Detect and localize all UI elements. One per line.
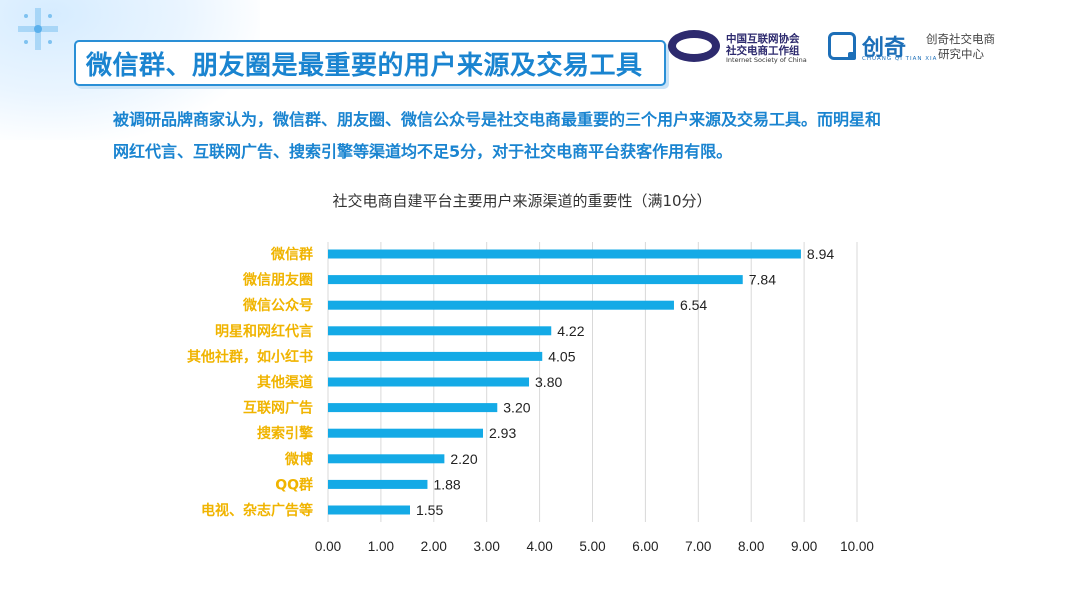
bar xyxy=(328,326,552,336)
category-label: 其他社群，如小红书 xyxy=(187,348,313,365)
category-label: 互联网广告 xyxy=(243,400,313,417)
data-label: 4.22 xyxy=(557,323,584,339)
data-label: 7.84 xyxy=(749,272,776,288)
category-label: 其他渠道 xyxy=(257,374,313,391)
bar xyxy=(328,377,530,387)
bar xyxy=(328,479,428,489)
bar xyxy=(328,351,543,361)
category-label: 微信公众号 xyxy=(242,297,313,314)
chuangqi-brand: 创奇 xyxy=(862,36,907,61)
data-label: 3.80 xyxy=(535,374,562,390)
chuangqi-pinyin: CHUANG QI TIAN XIA xyxy=(862,56,938,62)
data-label: 2.20 xyxy=(450,451,477,467)
x-tick-label: 2.00 xyxy=(421,539,447,554)
x-tick-label: 7.00 xyxy=(685,539,711,554)
x-tick-label: 6.00 xyxy=(632,539,658,554)
intro-line-1: 被调研品牌商家认为，微信群、朋友圈、微信公众号是社交电商最重要的三个用户来源及交… xyxy=(113,110,882,129)
chuangqi-org-line1: 创奇社交电商 xyxy=(926,32,995,46)
data-label: 4.05 xyxy=(548,348,575,364)
isc-logo: 中国互联网协会 社交电商工作组 Internet Society of Chin… xyxy=(668,30,808,66)
x-tick-label: 9.00 xyxy=(791,539,817,554)
isc-name-line2: 社交电商工作组 xyxy=(726,45,800,57)
x-tick-label: 3.00 xyxy=(474,539,500,554)
chuangqi-q-dot xyxy=(848,52,856,60)
bar xyxy=(328,275,743,285)
bar xyxy=(328,403,498,413)
chuangqi-q-icon xyxy=(828,32,856,60)
intro-paragraph: 被调研品牌商家认为，微信群、朋友圈、微信公众号是社交电商最重要的三个用户来源及交… xyxy=(113,104,993,168)
category-label: 微信朋友圈 xyxy=(242,272,313,289)
data-label: 1.88 xyxy=(433,476,460,492)
bar xyxy=(328,300,674,310)
bar xyxy=(328,428,483,438)
category-label: 明星和网红代言 xyxy=(215,323,313,340)
category-label: 电视、杂志广告等 xyxy=(201,502,313,519)
x-tick-label: 1.00 xyxy=(368,539,394,554)
bar xyxy=(328,454,445,464)
x-tick-label: 5.00 xyxy=(579,539,605,554)
intro-line-2: 网红代言、互联网广告、搜索引擎等渠道均不足5分，对于社交电商平台获客作用有限。 xyxy=(113,142,733,161)
page-title: 微信群、朋友圈是最重要的用户来源及交易工具 xyxy=(86,51,643,81)
x-tick-label: 4.00 xyxy=(526,539,552,554)
category-label: 微博 xyxy=(284,451,313,468)
x-tick-label: 10.00 xyxy=(840,539,874,554)
x-tick-label: 0.00 xyxy=(315,539,341,554)
data-label: 2.93 xyxy=(489,425,516,441)
x-tick-label: 8.00 xyxy=(738,539,764,554)
isc-english-name: Internet Society of China xyxy=(726,56,807,64)
sparkle-decoration-icon xyxy=(18,8,58,50)
chuangqi-logo: 创奇 CHUANG QI TIAN XIA 创奇社交电商 研究中心 xyxy=(826,30,1026,66)
data-label: 3.20 xyxy=(503,400,530,416)
bar xyxy=(328,249,801,259)
title-box: 微信群、朋友圈是最重要的用户来源及交易工具 xyxy=(74,40,666,86)
data-label: 8.94 xyxy=(807,246,834,262)
bar xyxy=(328,505,410,515)
data-label: 6.54 xyxy=(680,297,707,313)
data-label: 1.55 xyxy=(416,502,443,518)
category-label: QQ群 xyxy=(275,476,313,493)
category-label: 微信群 xyxy=(270,246,313,263)
isc-ring-icon xyxy=(668,30,720,62)
isc-name-line1: 中国互联网协会 xyxy=(726,33,800,45)
chart-title: 社交电商自建平台主要用户来源渠道的重要性（满10分） xyxy=(332,192,711,210)
category-label: 搜索引擎 xyxy=(257,425,313,442)
chuangqi-org-line2: 研究中心 xyxy=(938,47,984,61)
